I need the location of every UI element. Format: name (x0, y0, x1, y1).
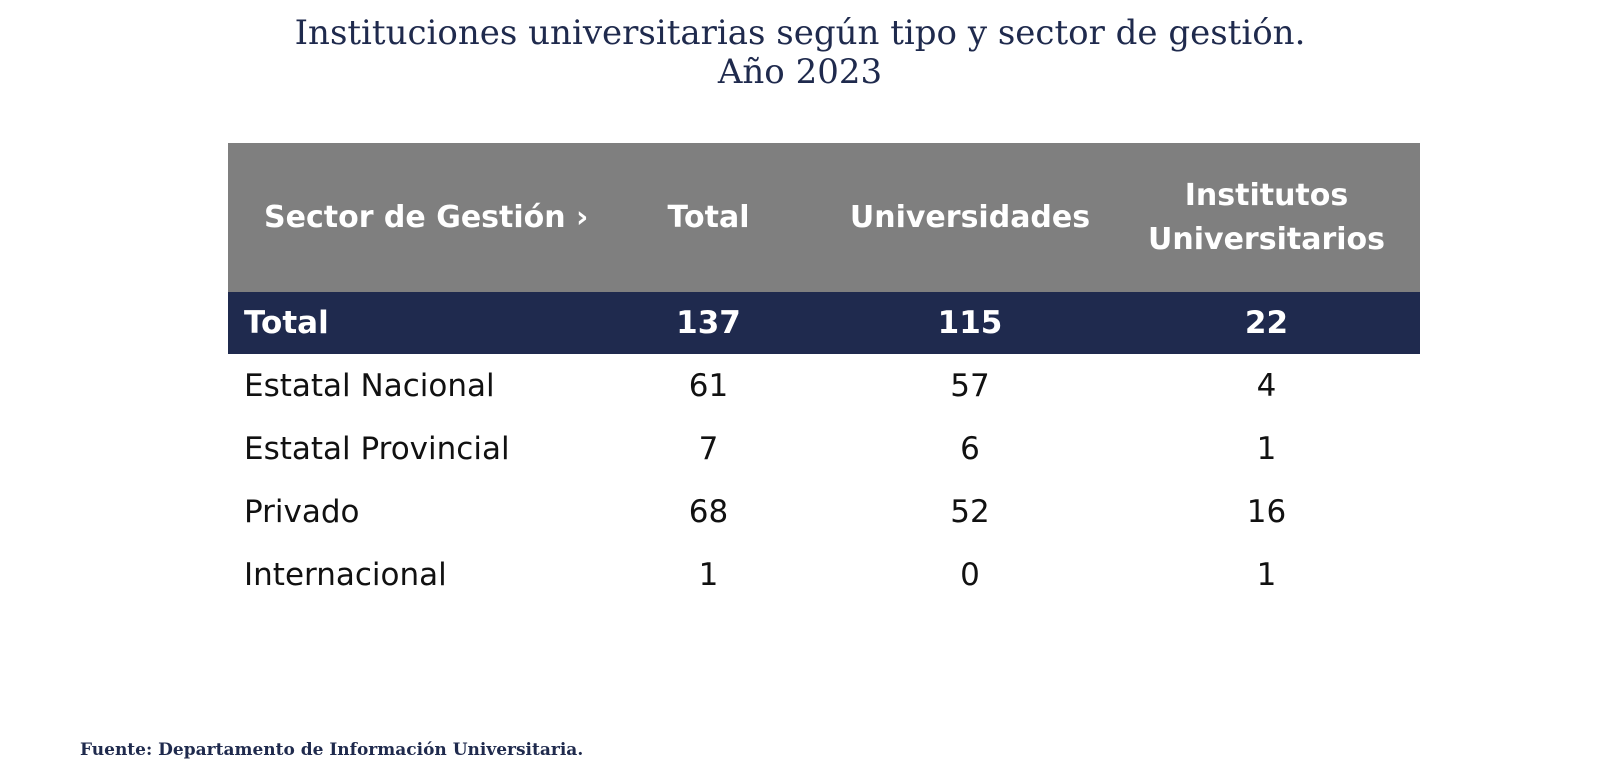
header-universidades: Universidades (849, 199, 1091, 235)
table-row: Estatal Nacional 61 57 4 (228, 354, 1420, 417)
table-total-row: Total 137 115 22 (228, 292, 1420, 354)
table-row: Estatal Provincial 7 6 1 (228, 417, 1420, 480)
row-label: Internacional (244, 556, 447, 593)
table-row: Privado 68 52 16 (228, 480, 1420, 543)
cell-institutos: 22 (1244, 305, 1289, 341)
cell-total: 1 (698, 556, 719, 593)
row-label: Privado (244, 493, 360, 530)
header-institutos: Institutos Universitarios (1148, 177, 1385, 257)
cell-universidades: 0 (960, 556, 980, 593)
header-sector: Sector de Gestión › (264, 199, 589, 235)
title-line-1: Instituciones universitarias según tipo … (294, 13, 1306, 53)
cell-total: 137 (676, 305, 741, 341)
table-header-row: Sector de Gestión › Total Universidades … (228, 143, 1420, 292)
source-note: Fuente: Departamento de Información Univ… (80, 740, 584, 760)
title-line-2: Año 2023 (717, 52, 883, 92)
chart-title: Instituciones universitarias según tipo … (0, 14, 1600, 92)
table-row: Internacional 1 0 1 (228, 543, 1420, 606)
cell-institutos: 4 (1256, 367, 1277, 404)
cell-universidades: 57 (950, 367, 990, 404)
cell-universidades: 6 (960, 430, 980, 467)
cell-universidades: 52 (950, 493, 990, 530)
cell-institutos: 1 (1256, 430, 1277, 467)
cell-institutos: 16 (1246, 493, 1287, 530)
cell-total: 7 (698, 430, 719, 467)
header-total: Total (667, 199, 750, 235)
cell-total: 68 (688, 493, 729, 530)
row-label: Estatal Provincial (244, 430, 510, 467)
cell-institutos: 1 (1256, 556, 1277, 593)
data-table: Sector de Gestión › Total Universidades … (228, 143, 1420, 606)
row-label: Total (244, 305, 329, 341)
cell-universidades: 115 (937, 305, 1003, 341)
row-label: Estatal Nacional (244, 367, 495, 404)
cell-total: 61 (688, 367, 729, 404)
